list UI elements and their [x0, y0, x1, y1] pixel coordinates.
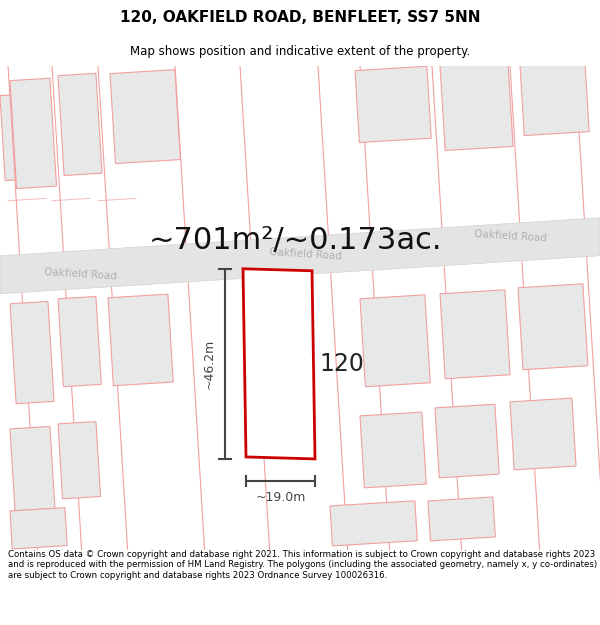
Text: ~19.0m: ~19.0m: [256, 491, 305, 504]
Bar: [330, 501, 417, 546]
Bar: [435, 404, 499, 478]
Bar: [58, 73, 102, 176]
Text: Oakfield Road: Oakfield Road: [268, 246, 341, 261]
Bar: [518, 284, 588, 370]
Bar: [360, 295, 430, 387]
Polygon shape: [243, 269, 315, 459]
Bar: [58, 296, 101, 387]
Bar: [10, 301, 54, 404]
Bar: [510, 398, 576, 470]
Bar: [428, 497, 496, 541]
Bar: [58, 422, 101, 499]
Polygon shape: [0, 217, 600, 294]
Text: Oakfield Road: Oakfield Road: [473, 229, 547, 243]
Bar: [108, 294, 173, 386]
Bar: [440, 61, 513, 151]
Bar: [355, 66, 431, 142]
Bar: [520, 62, 589, 136]
Bar: [10, 426, 55, 511]
Bar: [10, 508, 67, 549]
Bar: [110, 69, 181, 164]
Text: 120: 120: [320, 352, 364, 376]
Text: Contains OS data © Crown copyright and database right 2021. This information is : Contains OS data © Crown copyright and d…: [8, 550, 597, 580]
Text: ~46.2m: ~46.2m: [203, 339, 215, 389]
Text: ~701m²/~0.173ac.: ~701m²/~0.173ac.: [148, 226, 442, 255]
Text: Oakfield Road: Oakfield Road: [43, 267, 116, 281]
Text: 120, OAKFIELD ROAD, BENFLEET, SS7 5NN: 120, OAKFIELD ROAD, BENFLEET, SS7 5NN: [120, 10, 480, 25]
Bar: [0, 95, 15, 181]
Text: Map shows position and indicative extent of the property.: Map shows position and indicative extent…: [130, 44, 470, 58]
Bar: [440, 290, 510, 379]
Bar: [10, 78, 56, 189]
Bar: [360, 412, 426, 488]
